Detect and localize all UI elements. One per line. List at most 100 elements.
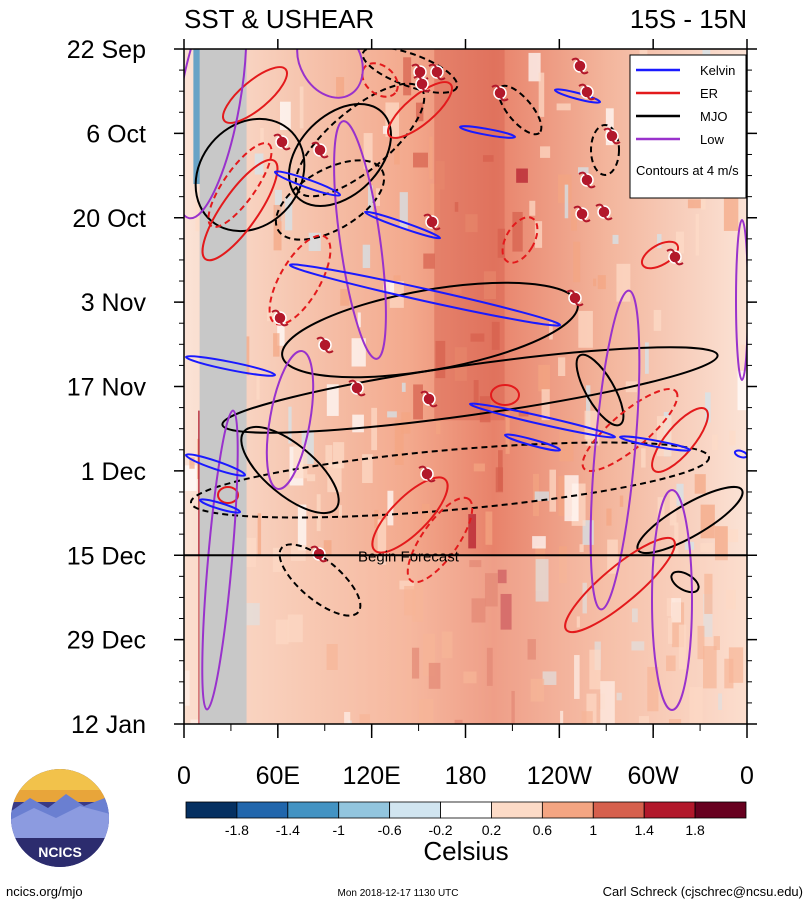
colorbar-swatch (287, 801, 340, 819)
sst-cell (718, 693, 723, 710)
sst-cell (528, 52, 541, 82)
sst-cool-strip (193, 49, 202, 184)
colorbar-tick-label: 1.8 (685, 822, 705, 838)
kelvin-contour (553, 88, 602, 104)
sst-cell (559, 418, 574, 462)
sst-cell (518, 410, 529, 417)
sst-cell (260, 128, 264, 146)
sst-cell (377, 519, 387, 565)
sst-cell (394, 143, 400, 165)
sst-cell (631, 641, 645, 651)
mjo-contour (189, 441, 711, 519)
sst-cell (272, 547, 283, 573)
sst-cell (277, 322, 285, 346)
cyclone-icon (273, 133, 291, 151)
y-tick-label: 3 Nov (81, 289, 147, 317)
sst-cell (644, 342, 649, 374)
mjo-contour (288, 103, 392, 207)
sst-cell (452, 287, 462, 294)
mjo-contour (221, 346, 719, 434)
sst-cell (421, 503, 430, 527)
low-contour (651, 489, 693, 711)
sst-cell (285, 196, 293, 231)
er-contour (361, 62, 399, 98)
sst-cell (256, 372, 260, 400)
sst-cell (399, 580, 415, 590)
x-tick-label: 120W (527, 762, 593, 790)
sst-cell (465, 214, 478, 233)
legend-label-er: ER (700, 86, 718, 101)
sst-cell (297, 504, 307, 551)
sst-cell (678, 624, 687, 670)
sst-cell (593, 278, 597, 287)
sst-cell (359, 714, 371, 724)
cyclone-icon (413, 75, 431, 93)
kelvin-contour (618, 435, 692, 452)
cyclone-icon (571, 57, 589, 75)
kelvin-contour (458, 125, 517, 139)
cyclone-icon (316, 336, 334, 354)
sst-cell (275, 619, 289, 645)
sst-cell (586, 385, 591, 429)
er-contour (222, 66, 288, 124)
mjo-contour (670, 570, 700, 594)
sst-cell (362, 244, 371, 268)
kelvin-contour (198, 498, 242, 514)
mjo-contour (278, 543, 362, 617)
sst-cell (362, 454, 373, 484)
colorbar-tick-label: -0.2 (428, 822, 452, 838)
cyclone-icon (418, 465, 436, 483)
y-tick-label: 20 Oct (72, 205, 146, 233)
sst-cell (616, 692, 622, 701)
sst-cell (703, 646, 717, 689)
cyclone-icon (423, 213, 441, 231)
colorbar-swatch (643, 801, 696, 819)
logo-text: NCICS (38, 844, 82, 860)
sst-cell (712, 434, 718, 451)
sst-cell (454, 202, 459, 212)
sst-cell (666, 598, 676, 617)
colorbar-swatch (592, 801, 645, 819)
sst-cell (482, 155, 494, 162)
legend-label-low: Low (700, 132, 724, 147)
sst-cell (641, 448, 646, 468)
sst-cell (581, 711, 593, 724)
sst-cell (700, 504, 715, 539)
sst-cell (491, 321, 500, 350)
sst-cell (399, 192, 408, 229)
kelvin-contour (184, 453, 247, 477)
sst-cell (287, 614, 303, 643)
sst-cell (257, 513, 262, 555)
sst-cell (724, 658, 734, 689)
sst-cell (511, 690, 515, 724)
sst-cell (454, 719, 463, 724)
legend-note: Contours at 4 m/s (636, 163, 739, 178)
sst-cell (694, 474, 706, 494)
er-contour (207, 142, 273, 228)
colorbar-swatch (440, 801, 492, 819)
sst-cell (700, 543, 714, 552)
sst-cell (669, 489, 677, 526)
x-tick-label: 180 (445, 762, 487, 790)
cyclone-icon (666, 248, 684, 266)
sst-cell (578, 167, 589, 174)
sst-cell (429, 136, 433, 180)
sst-cell (705, 392, 711, 423)
sst-cell (326, 644, 338, 670)
sst-cell (382, 125, 389, 134)
colorbar-swatch (185, 801, 238, 819)
kelvin-contour (468, 402, 617, 439)
sst-cell (280, 101, 291, 130)
sst-cell (412, 583, 424, 622)
sst-cell (512, 211, 523, 252)
sst-cell (556, 103, 571, 111)
kelvin-contour (273, 170, 342, 197)
sst-cell (541, 389, 550, 421)
sst-cell (430, 183, 441, 220)
sst-cell (737, 370, 747, 411)
cyclone-icon (491, 84, 509, 102)
cyclone-icon (271, 309, 289, 327)
y-tick-label: 22 Sep (67, 36, 146, 64)
sst-cell (338, 505, 342, 517)
